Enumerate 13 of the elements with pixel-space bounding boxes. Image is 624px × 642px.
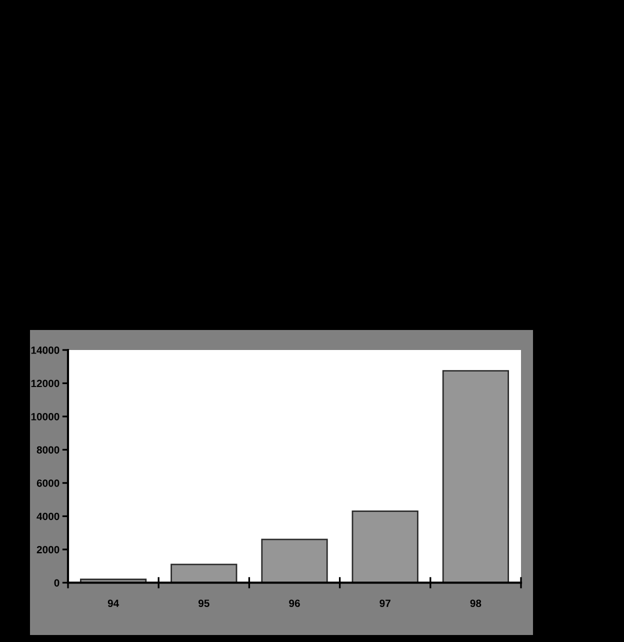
y-tick-label: 0 — [54, 579, 60, 587]
x-tick-label: 96 — [289, 600, 300, 608]
x-tick-label: 95 — [198, 600, 210, 608]
y-tick-label: 6000 — [36, 479, 60, 487]
x-tick-label: 98 — [470, 600, 482, 608]
x-tick-label: 94 — [108, 600, 120, 608]
y-tick-label: 4000 — [36, 512, 60, 520]
y-tick-label: 10000 — [31, 412, 60, 420]
y-tick-label: 12000 — [31, 380, 60, 388]
x-tick-label: 97 — [380, 600, 390, 608]
y-tick-label: 2000 — [36, 546, 60, 554]
y-tick-label: 14000 — [31, 346, 60, 354]
y-tick-label: 8000 — [36, 446, 60, 454]
